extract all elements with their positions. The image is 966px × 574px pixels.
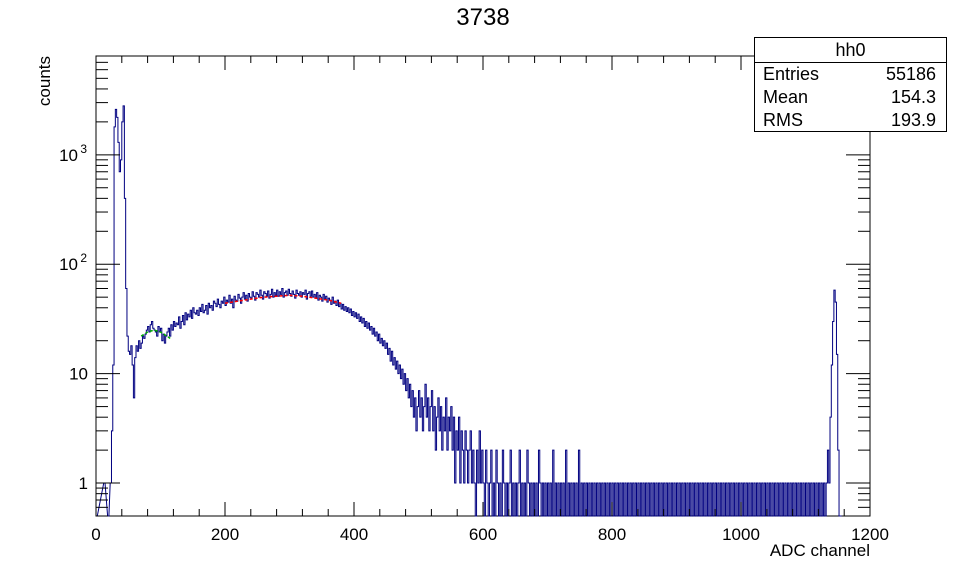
stats-row-entries: Entries 55186 [755, 63, 946, 86]
stats-title: hh0 [755, 38, 946, 63]
x-tick-label: 1000 [722, 525, 760, 544]
stats-value: 193.9 [890, 110, 936, 130]
stats-key: Entries [763, 64, 820, 84]
y-tick-label: 1 [79, 474, 88, 493]
y-tick-exponent: 3 [80, 142, 87, 156]
stats-key: RMS [763, 110, 803, 130]
y-tick-label: 10 [69, 365, 88, 384]
histogram-line [96, 105, 842, 517]
fit-curve [140, 329, 171, 340]
y-tick-label: 10 [59, 146, 78, 165]
x-tick-label: 200 [211, 525, 239, 544]
x-tick-label: 0 [91, 525, 100, 544]
series-layer [96, 105, 842, 517]
fit-curve [224, 294, 342, 304]
chart-title: 3738 [456, 4, 510, 31]
y-axis-label: counts [35, 56, 54, 106]
stats-row-mean: Mean 154.3 [755, 86, 946, 109]
x-tick-label: 1200 [851, 525, 889, 544]
y-tick-exponent: 2 [80, 251, 87, 265]
x-axis-label: ADC channel [770, 541, 870, 560]
stats-value: 154.3 [890, 87, 936, 107]
x-tick-label: 600 [469, 525, 497, 544]
x-tick-label: 800 [598, 525, 626, 544]
stats-box: hh0 Entries 55186 Mean 154.3 RMS 193.9 [754, 37, 947, 132]
x-tick-label: 400 [340, 525, 368, 544]
stats-row-rms: RMS 193.9 [755, 109, 946, 132]
y-tick-label: 10 [59, 255, 78, 274]
stats-key: Mean [763, 87, 809, 107]
stats-value: 55186 [885, 64, 936, 84]
